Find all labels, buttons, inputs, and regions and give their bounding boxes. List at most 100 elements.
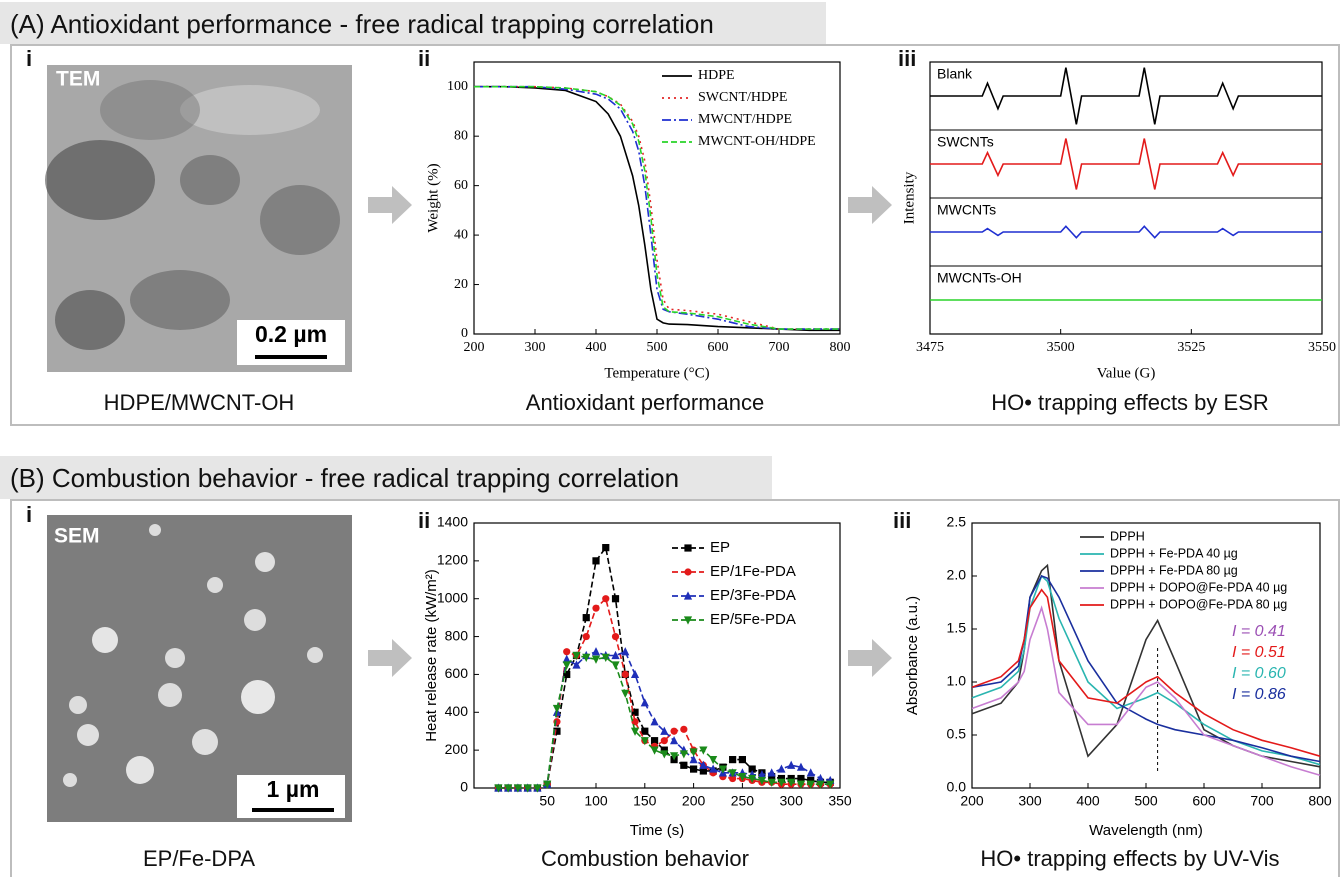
arrow (368, 639, 412, 677)
y-tick-label: 800 (445, 627, 469, 643)
arrow (848, 639, 892, 677)
series-line (971, 605, 1321, 777)
marker (582, 614, 590, 622)
marker (683, 591, 693, 600)
x-tick-label: 500 (1134, 793, 1158, 809)
series-line (474, 85, 840, 330)
panel-label: iii (893, 508, 911, 533)
marker (592, 557, 600, 565)
annotation: I = 0.60 (1232, 665, 1286, 682)
section-title: (B) Combustion behavior - free radical t… (10, 463, 679, 493)
tem-image (45, 65, 352, 372)
x-tick-label: 800 (830, 340, 851, 355)
marker (787, 760, 796, 769)
marker (533, 784, 542, 793)
series-label: MWCNTs-OH (937, 270, 1022, 286)
sem-image (47, 515, 352, 822)
y-tick-label: 0.0 (947, 779, 967, 795)
legend-label: SWCNT/HDPE (698, 90, 787, 105)
image-tag: TEM (56, 68, 100, 91)
marker (777, 778, 786, 787)
x-tick-label: 700 (769, 340, 790, 355)
x-tick-label: 600 (708, 340, 729, 355)
x-tick-label: 200 (960, 793, 984, 809)
marker (641, 727, 649, 735)
x-tick-label: 3500 (1047, 340, 1075, 355)
panel-caption: HDPE/MWCNT-OH (104, 390, 295, 415)
legend-label: HDPE (698, 68, 735, 83)
plot-frame (473, 522, 841, 789)
chart: 0.0 0.5 1.0 1.5 2.0 2.5 200 300 400 500 600 700 800 W… (904, 514, 1332, 839)
marker (806, 780, 815, 789)
marker (611, 632, 620, 641)
y-tick-label: 1400 (437, 514, 468, 530)
marker (630, 669, 640, 679)
y-axis-label: Weight (%) (425, 163, 441, 232)
marker (777, 764, 786, 773)
marker (631, 708, 639, 716)
marker (797, 774, 805, 783)
section-title: (A) Antioxidant performance - free radic… (10, 9, 714, 39)
panel-label: ii (418, 46, 430, 71)
marker (679, 750, 688, 759)
legend-label: DPPH + Fe-PDA 40 µg (1110, 546, 1238, 560)
legend-label: MWCNT-OH/HDPE (698, 134, 816, 149)
x-tick-label: 3525 (1177, 340, 1205, 355)
legend-label: EP/3Fe-PDA (710, 587, 796, 604)
marker (729, 756, 737, 764)
y-tick-label: 40 (454, 227, 468, 242)
marker (806, 768, 815, 777)
chart: 3475 3500 3525 3550 Value (G) Intensity Blank S… (901, 61, 1336, 381)
marker (621, 647, 630, 656)
series-line (930, 138, 1322, 190)
marker (669, 752, 679, 761)
annotation: I = 0.51 (1232, 644, 1286, 661)
marker (684, 544, 692, 552)
x-tick-label: 100 (584, 793, 608, 809)
marker (650, 717, 659, 726)
y-axis-label: Absorbance (a.u.) (904, 596, 921, 715)
y-tick-label: 20 (454, 277, 468, 292)
series-line (930, 67, 1322, 125)
y-tick-label: 60 (454, 178, 468, 193)
x-axis-label: Value (G) (1097, 365, 1156, 381)
marker (582, 653, 591, 662)
y-tick-label: 1200 (437, 552, 468, 568)
section-frame (10, 499, 1340, 877)
x-tick-label: 500 (647, 340, 668, 355)
y-tick-label: 2.0 (947, 567, 967, 583)
marker (748, 765, 756, 773)
marker (650, 746, 659, 755)
marker (796, 780, 806, 789)
legend-label: DPPH + DOPO@Fe-PDA 80 µg (1110, 597, 1287, 611)
marker (591, 647, 601, 656)
panel-caption: HO• trapping effects by UV-Vis (980, 846, 1279, 871)
marker (611, 650, 620, 660)
marker (709, 764, 718, 773)
marker (738, 773, 747, 782)
y-tick-label: 600 (445, 665, 469, 681)
x-axis-label: Temperature (°C) (604, 365, 709, 381)
x-tick-label: 600 (1192, 793, 1216, 809)
marker (660, 750, 669, 759)
y-axis-label: Intensity (901, 171, 917, 224)
series-line (474, 85, 840, 330)
legend-label: EP (710, 539, 730, 556)
marker (602, 544, 610, 552)
marker (621, 689, 630, 698)
marker (796, 762, 806, 771)
marker (683, 616, 693, 625)
series-line (498, 545, 831, 789)
marker (816, 780, 825, 789)
y-tick-label: 0 (460, 779, 468, 795)
panel-caption: HO• trapping effects by ESR (991, 390, 1269, 415)
x-tick-label: 700 (1250, 793, 1274, 809)
series-line (474, 85, 840, 332)
marker (591, 655, 601, 664)
panel-caption: Combustion behavior (541, 846, 749, 871)
marker (807, 776, 815, 785)
marker (563, 670, 571, 679)
marker (611, 661, 620, 670)
marker (787, 778, 796, 787)
series-line (474, 85, 840, 330)
